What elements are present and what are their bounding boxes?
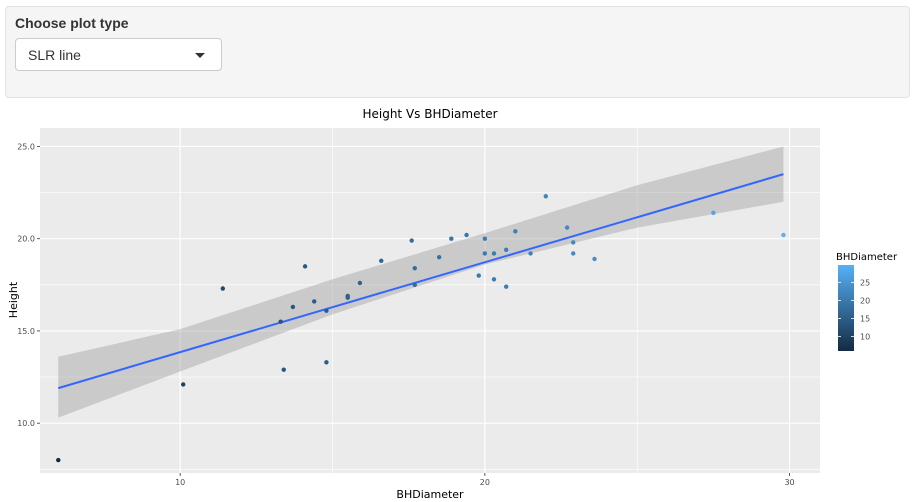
data-point [312, 299, 317, 304]
data-point [476, 273, 481, 278]
data-point [711, 210, 716, 216]
data-point [543, 194, 548, 199]
data-point [491, 251, 497, 256]
data-points [56, 194, 786, 463]
data-point [181, 382, 186, 387]
data-point [412, 282, 417, 288]
data-point [564, 225, 570, 230]
y-axis-title: Height [7, 281, 20, 318]
legend-ticks: 10 15 20 25 [838, 278, 870, 342]
data-point [56, 457, 61, 463]
legend-colorbar [838, 265, 854, 351]
legend-tick-label: 20 [860, 296, 870, 305]
plot-panel [40, 128, 820, 473]
legend-tick-label: 25 [860, 278, 870, 287]
data-point [220, 286, 226, 291]
data-point [449, 236, 454, 241]
data-point [503, 284, 509, 289]
data-point [436, 254, 442, 260]
legend-tick-label: 10 [860, 333, 870, 342]
data-point [491, 277, 497, 282]
y-tick-label: 10.0 [17, 419, 35, 428]
grid-major [40, 128, 820, 473]
y-tick-label: 25.0 [17, 142, 35, 151]
data-point [302, 264, 308, 269]
data-point [324, 308, 329, 313]
data-point [412, 266, 417, 271]
data-point [503, 247, 509, 252]
data-point [357, 280, 363, 286]
control-panel: Choose plot type SLR line [5, 6, 910, 98]
x-tick-label: 30 [784, 478, 794, 487]
chart-title: Height Vs BHDiameter [362, 107, 497, 121]
chevron-down-icon[interactable] [195, 53, 205, 58]
data-point [464, 232, 469, 238]
x-axis-ticks: 10 20 30 [175, 473, 795, 487]
data-point [379, 258, 384, 264]
data-point [281, 367, 286, 372]
plot-area: Height Vs BHDiameter 10 20 30 10.0 15.0 20.0… [7, 107, 898, 501]
data-point [482, 236, 488, 241]
y-axis-ticks: 10.0 15.0 20.0 25.0 [17, 142, 40, 428]
legend-tick-label: 15 [860, 314, 870, 323]
legend: BHDiameter 10 15 20 25 [836, 252, 898, 351]
grid-minor [40, 128, 820, 473]
y-tick-label: 15.0 [17, 327, 35, 336]
data-point [528, 251, 533, 256]
plot-type-selected-value: SLR line [28, 47, 81, 63]
x-tick-label: 20 [480, 478, 490, 487]
data-point [592, 256, 597, 262]
plot-type-select[interactable]: SLR line [15, 38, 222, 71]
data-point [278, 319, 283, 324]
data-point [781, 232, 786, 238]
data-point [571, 240, 576, 245]
legend-title: BHDiameter [836, 252, 898, 263]
data-point [324, 360, 329, 365]
plot-type-label: Choose plot type [15, 15, 129, 31]
data-point [482, 251, 488, 256]
data-point [345, 293, 350, 299]
x-tick-label: 10 [175, 478, 185, 487]
data-point [571, 251, 576, 256]
y-tick-label: 20.0 [17, 235, 35, 244]
data-point [513, 229, 518, 234]
data-point [290, 304, 296, 310]
x-axis-title: BHDiameter [396, 488, 464, 501]
data-point [409, 238, 414, 243]
regression-line [57, 173, 784, 390]
